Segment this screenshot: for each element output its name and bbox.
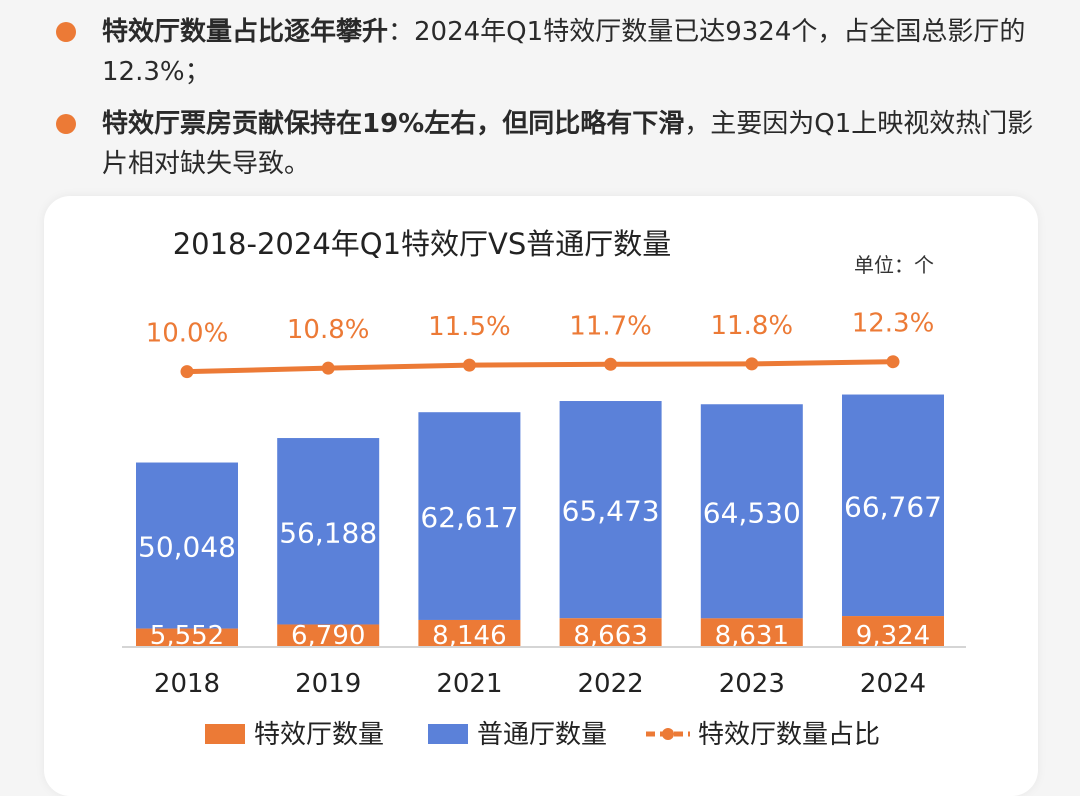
bar-special-2021 xyxy=(418,619,521,647)
bullet-body: ，主要因为Q1上映视效热门影片相对缺失导致。 xyxy=(102,109,1034,179)
unit-label: 单位：个 xyxy=(854,253,934,277)
data-label-normal-2022: 65,473 xyxy=(562,495,660,528)
data-label-normal-2018: 50,048 xyxy=(138,531,236,564)
share-label-2024: 12.3% xyxy=(852,309,935,339)
share-point-2021 xyxy=(462,358,476,372)
share-label-2023: 11.8% xyxy=(710,311,793,341)
x-tick-2021: 2021 xyxy=(436,669,502,699)
bullet-list: 特效厅数量占比逐年攀升：2024年Q1特效厅数量已达9324个，占全国总影厅的1… xyxy=(56,12,1046,196)
share-label-2018: 10.0% xyxy=(146,319,229,349)
x-tick-2023: 2023 xyxy=(719,669,785,699)
bar-special-2018 xyxy=(136,628,238,647)
chart-card: 2018-2024年Q1特效厅VS普通厅数量 单位：个 50,048 5,552 2… xyxy=(44,196,1038,796)
bar-normal-2021 xyxy=(418,412,521,620)
chart-svg: 2018-2024年Q1特效厅VS普通厅数量 单位：个 50,0485,5522… xyxy=(122,227,966,750)
share-line xyxy=(184,359,896,375)
share-point-2024 xyxy=(886,355,900,369)
legend-swatch-point xyxy=(662,728,674,740)
data-label-normal-2021: 62,617 xyxy=(420,501,518,534)
legend-label-line: 特效厅数量占比 xyxy=(698,720,880,750)
data-label-normal-2019: 56,188 xyxy=(279,516,377,549)
share-point-2023 xyxy=(745,357,759,371)
bullet-dot-icon xyxy=(56,22,76,42)
legend-label-normal: 普通厅数量 xyxy=(477,720,607,750)
data-label-normal-2024: 66,767 xyxy=(844,490,942,523)
bullet-head: 特效厅票房贡献保持在19%左右，但同比略有下滑 xyxy=(102,109,685,139)
bar-special-2024 xyxy=(842,616,944,647)
bullet-body: ：2024年Q1特效厅数量已达9324个，占全国总影厅的12.3%； xyxy=(102,17,1026,87)
legend-swatch-normal xyxy=(428,724,468,744)
bullet-text: 特效厅票房贡献保持在19%左右，但同比略有下滑，主要因为Q1上映视效热门影片相对… xyxy=(102,104,1046,184)
bar-normal-2018 xyxy=(136,462,238,629)
share-label-2019: 10.8% xyxy=(287,315,370,345)
share-label-2021: 11.5% xyxy=(428,312,511,342)
bullet-item: 特效厅数量占比逐年攀升：2024年Q1特效厅数量已达9324个，占全国总影厅的1… xyxy=(56,12,1046,92)
share-label-2022: 11.7% xyxy=(569,311,652,341)
bullet-dot-icon xyxy=(56,114,76,134)
share-point-2018 xyxy=(180,365,194,379)
bar-normal-2023 xyxy=(700,404,803,619)
x-tick-2018: 2018 xyxy=(154,669,220,699)
data-label-normal-2023: 64,530 xyxy=(703,496,801,529)
bar-normal-2024 xyxy=(842,394,944,617)
legend-swatch-special xyxy=(205,724,245,744)
share-point-2022 xyxy=(604,357,618,371)
bullet-head: 特效厅数量占比逐年攀升 xyxy=(102,17,389,47)
bar-normal-2022 xyxy=(559,401,662,619)
x-tick-2019: 2019 xyxy=(295,669,361,699)
bar-special-2022 xyxy=(559,618,662,647)
bar-normal-2019 xyxy=(277,438,380,625)
x-tick-2022: 2022 xyxy=(578,669,644,699)
bar-special-2023 xyxy=(700,618,803,647)
legend-label-special: 特效厅数量 xyxy=(254,720,384,750)
bullet-item: 特效厅票房贡献保持在19%左右，但同比略有下滑，主要因为Q1上映视效热门影片相对… xyxy=(56,104,1046,184)
bar-special-2019 xyxy=(277,624,380,647)
x-tick-2024: 2024 xyxy=(860,669,926,699)
bullet-text: 特效厅数量占比逐年攀升：2024年Q1特效厅数量已达9324个，占全国总影厅的1… xyxy=(102,12,1046,92)
share-point-2019 xyxy=(321,361,335,375)
chart-title: 2018-2024年Q1特效厅VS普通厅数量 xyxy=(173,227,672,261)
